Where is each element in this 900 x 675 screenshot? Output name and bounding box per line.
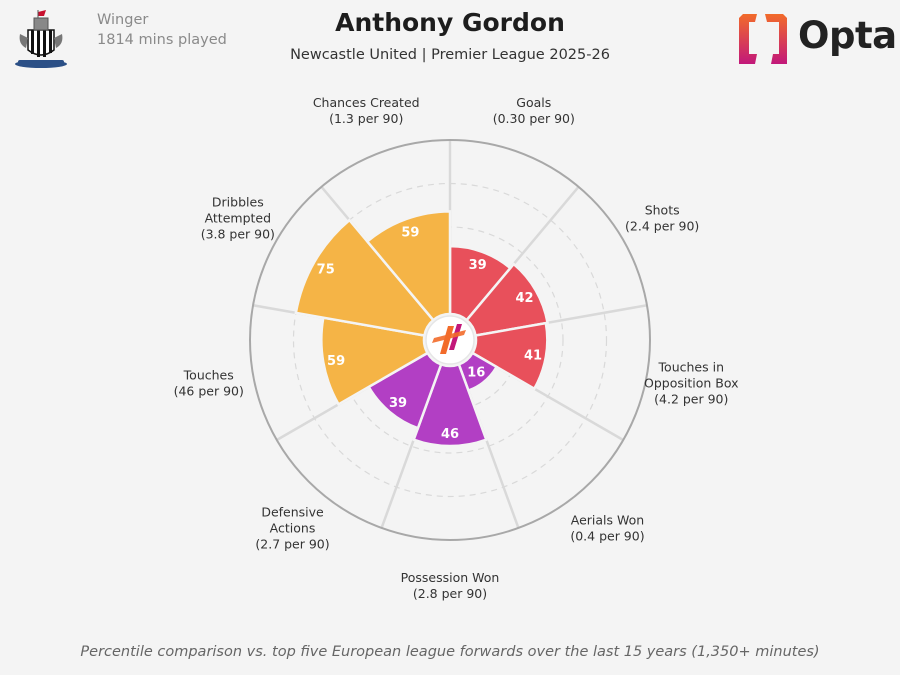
axis-label: Possession Won(2.8 per 90) [401, 570, 500, 601]
axis-label-line: (2.4 per 90) [625, 219, 699, 234]
value-label: 59 [401, 225, 419, 240]
axis-label-line: (0.4 per 90) [570, 529, 644, 544]
axis-label-line: Opposition Box [644, 376, 739, 391]
radar-value-labels: 39 42 41 16 46 39 59 75 59 [317, 225, 542, 442]
axis-label-line: Dribbles [212, 195, 264, 210]
value-label: 16 [467, 365, 485, 380]
value-label: 59 [327, 354, 345, 369]
opta-logo-icon [739, 14, 787, 64]
wedge-chances-created [365, 210, 452, 322]
player-position: Winger [97, 12, 149, 28]
outer-ring [249, 139, 651, 541]
axis-label: Shots(2.4 per 90) [625, 203, 699, 234]
axis-label: Touches(46 per 90) [174, 368, 244, 399]
axis-label-line: (3.8 per 90) [201, 227, 275, 242]
value-label: 39 [389, 396, 407, 411]
axis-label-line: (2.7 per 90) [255, 537, 329, 552]
player-meta: Winger 1814 mins played [97, 10, 227, 50]
axis-label-line: Attempted [205, 211, 271, 226]
center-logo-stroke-3 [432, 330, 466, 343]
radar-center-badge [425, 315, 475, 365]
axis-label: Goals(0.30 per 90) [493, 95, 575, 126]
axis-label-line: Actions [270, 521, 316, 536]
axis-label-line: Chances Created [313, 95, 420, 110]
axis-label-line: Defensive [261, 505, 324, 520]
axis-label-line: Touches in [658, 360, 724, 375]
axis-label-line: (1.3 per 90) [329, 111, 403, 126]
center-logo-stroke-1 [440, 326, 454, 354]
axis-label-line: Shots [645, 203, 680, 218]
axis-label-line: Aerials Won [571, 513, 644, 528]
value-label: 46 [441, 427, 459, 442]
wedge-touches-in-opposition-box [470, 321, 549, 391]
axis-label-line: Touches [183, 368, 234, 383]
brand-name: Opta [798, 14, 897, 57]
axis-label: Aerials Won(0.4 per 90) [570, 513, 644, 544]
page-subtitle: Newcastle United | Premier League 2025-2… [290, 47, 610, 63]
club-crest-logo [15, 10, 67, 68]
value-label: 41 [524, 349, 542, 364]
wedge-defensive-actions [367, 351, 443, 430]
axis-label-line: (0.30 per 90) [493, 111, 575, 126]
value-label: 42 [516, 291, 534, 306]
axis-label-line: (4.2 per 90) [654, 392, 728, 407]
wedge-dribbles-attempted [294, 218, 436, 337]
wedge-possession-won [412, 362, 488, 448]
wedge-shots [464, 262, 550, 337]
page-title: Anthony Gordon [335, 8, 565, 37]
value-label: 75 [317, 262, 335, 277]
wedge-goals [448, 244, 513, 322]
axis-label: Chances Created(1.3 per 90) [313, 95, 420, 126]
radar-wedges [294, 210, 550, 448]
radar-axis-labels: Goals(0.30 per 90) Shots(2.4 per 90) Touch… [174, 95, 739, 601]
value-label: 39 [469, 258, 487, 273]
axis-label-line: Goals [516, 95, 551, 110]
footnote: Percentile comparison vs. top five Europ… [80, 644, 820, 660]
axis-label-line: Possession Won [401, 570, 500, 585]
wedge-touches [320, 316, 430, 407]
axis-label-line: (46 per 90) [174, 384, 244, 399]
axis-label-line: (2.8 per 90) [413, 586, 487, 601]
player-minutes: 1814 mins played [97, 32, 227, 48]
